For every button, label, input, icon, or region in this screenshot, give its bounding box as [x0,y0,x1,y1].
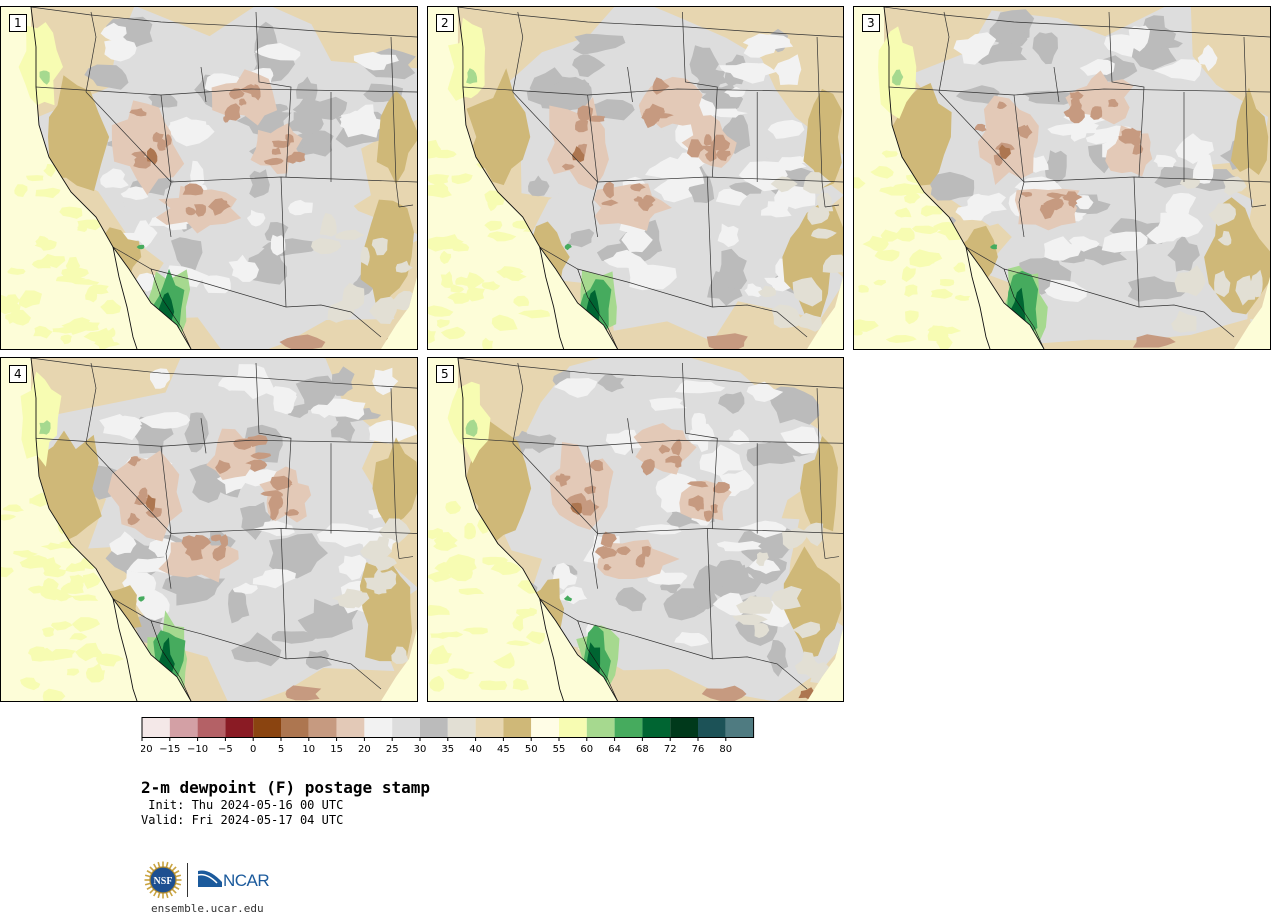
colorbar: −20 −15 −10 −5 0 5 10 15 20 25 30 35 40 45 50 55 60 64 68 7… [141,717,755,755]
panel-number-label: 4 [9,365,27,383]
colorbar-tick-label: 64 [608,744,621,755]
colorbar-swatch [614,717,643,738]
ncar-wordmark: NCAR [223,871,270,890]
colorbar-tick-label: 40 [469,744,482,755]
plot-title: 2-m dewpoint (F) postage stamp [141,778,430,797]
colorbar-swatch [225,717,254,738]
title-block: 2-m dewpoint (F) postage stamp Init: Thu… [141,778,430,828]
colorbar-swatch [142,717,170,738]
colorbar-tick-label: 35 [441,744,454,755]
dewpoint-map-4 [1,358,417,701]
colorbar-swatch [503,717,532,738]
colorbar-tick-label: 80 [719,744,732,755]
colorbar-tick-label: −20 [141,744,153,755]
colorbar-tick-label: 45 [497,744,510,755]
colorbar-swatch [364,717,393,738]
dewpoint-map-3 [854,7,1270,349]
colorbar-tick-label: 50 [525,744,538,755]
colorbar-swatch [420,717,448,738]
map-panel-2: 2 [427,6,844,350]
valid-time: Valid: Fri 2024-05-17 04 UTC [141,813,344,827]
colorbar-tick-label: 60 [580,744,593,755]
colorbar-swatch [559,717,587,738]
colorbar-swatch [586,717,615,738]
panel-number-label: 5 [436,365,454,383]
colorbar-tick-label: 76 [692,744,705,755]
colorbar-swatch [642,717,671,738]
panel-number-label: 2 [436,14,454,32]
colorbar-tick-label: 0 [250,744,256,755]
map-panel-1: 1 [0,6,418,350]
footer-url: ensemble.ucar.edu [151,902,264,915]
dewpoint-map-1 [1,7,417,349]
ncar-emblem-icon [197,870,222,887]
colorbar-swatch [281,717,309,738]
colorbar-swatch [197,717,226,738]
colorbar-swatch [169,717,198,738]
colorbar-tick-label: 55 [553,744,566,755]
colorbar-swatch [336,717,365,738]
map-panel-4: 4 [0,357,418,702]
colorbar-tick-label: 20 [358,744,371,755]
colorbar-tick-label: −5 [218,744,233,755]
dewpoint-map-2 [428,7,843,349]
colorbar-swatch [670,717,698,738]
colorbar-tick-label: 72 [664,744,677,755]
colorbar-swatch [698,717,726,738]
colorbar-swatch [725,717,754,738]
nsf-logo: NSF [144,861,182,899]
colorbar-swatch [253,717,281,738]
colorbar-tick-label: 68 [636,744,649,755]
colorbar-tick-label: 25 [386,744,399,755]
colorbar-swatch [392,717,420,738]
nsf-logo-text: NSF [154,876,173,887]
init-time: Init: Thu 2024-05-16 00 UTC [141,798,344,812]
panel-number-label: 3 [862,14,880,32]
colorbar-swatch [531,717,559,738]
colorbar-tick-label: −10 [187,744,208,755]
map-panel-5: 5 [427,357,844,702]
dewpoint-map-5 [428,358,843,701]
logos: NSF NCAR [143,860,283,900]
colorbar-swatch [308,717,337,738]
colorbar-tick-label: 30 [414,744,427,755]
colorbar-tick-label: 5 [278,744,284,755]
colorbar-tick-label: 15 [330,744,343,755]
logo-divider [187,863,188,897]
colorbar-swatch [447,717,476,738]
panel-number-label: 1 [9,14,27,32]
map-panel-3: 3 [853,6,1271,350]
colorbar-tick-label: −15 [159,744,180,755]
colorbar-swatch [475,717,504,738]
colorbar-tick-label: 10 [302,744,315,755]
